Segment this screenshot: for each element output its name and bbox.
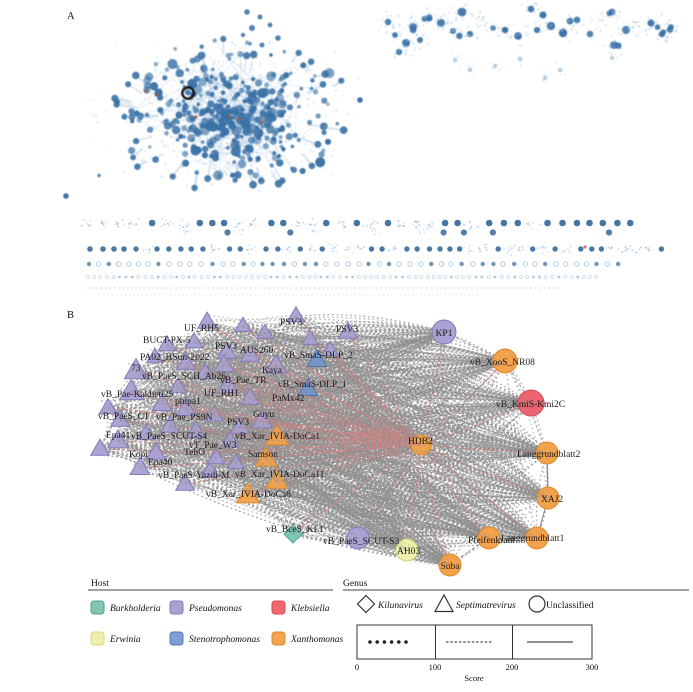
svg-text:vB_SmaS-DLP_1: vB_SmaS-DLP_1: [278, 380, 347, 390]
svg-text:Kopi: Kopi: [129, 450, 148, 460]
svg-text:Klebsiella: Klebsiella: [290, 604, 330, 614]
svg-text:vB_Xar_IVIA-DoCa11: vB_Xar_IVIA-DoCa11: [235, 470, 325, 480]
svg-text:vB_PaeS_C1: vB_PaeS_C1: [98, 412, 149, 422]
svg-text:PSV3: PSV3: [280, 318, 302, 328]
svg-text:Burkholderia: Burkholderia: [110, 604, 161, 614]
svg-text:Score: Score: [464, 673, 484, 683]
svg-text:vB_Pae_PS9N: vB_Pae_PS9N: [156, 413, 213, 423]
svg-text:Samson: Samson: [248, 450, 278, 460]
svg-text:Langgrundblatt2: Langgrundblatt2: [517, 450, 581, 460]
svg-text:vB_SmaS-DLP_2: vB_SmaS-DLP_2: [284, 351, 353, 361]
svg-text:vB_XooS_NR08: vB_XooS_NR08: [470, 358, 535, 368]
svg-text:BUCT-PX-5: BUCT-PX-5: [143, 336, 191, 346]
svg-text:XAJ2: XAJ2: [541, 495, 563, 505]
svg-text:vB_Pae-Kakheti25: vB_Pae-Kakheti25: [101, 390, 174, 400]
svg-text:Suba: Suba: [441, 562, 461, 572]
svg-text:PaMx42: PaMx42: [272, 394, 304, 404]
svg-text:300: 300: [586, 662, 599, 672]
svg-text:Septimatrevirus: Septimatrevirus: [456, 601, 516, 611]
svg-text:100: 100: [429, 662, 442, 672]
svg-text:Genus: Genus: [343, 579, 368, 589]
svg-text:vB_BceS_KL1: vB_BceS_KL1: [266, 525, 324, 535]
svg-text:UF_RH5: UF_RH5: [184, 324, 219, 334]
svg-text:AH03: AH03: [397, 547, 420, 557]
svg-text:Xanthomonas: Xanthomonas: [290, 635, 344, 645]
svg-text:Guyu: Guyu: [253, 410, 274, 420]
svg-text:vB_KmiS-Kmi2C: vB_KmiS-Kmi2C: [496, 400, 565, 410]
svg-text:Kilunavirus: Kilunavirus: [377, 601, 423, 611]
svg-text:vB_PaeS_SCUT-S3: vB_PaeS_SCUT-S3: [323, 537, 399, 547]
svg-text:UF_RH1: UF_RH1: [204, 389, 239, 399]
svg-text:TehO: TehO: [184, 448, 205, 458]
svg-text:Pfeifenkraut: Pfeifenkraut: [468, 535, 515, 546]
svg-text:200: 200: [506, 662, 519, 672]
svg-text:Epa40: Epa40: [148, 458, 173, 468]
svg-text:Unclassified: Unclassified: [546, 600, 594, 611]
svg-text:Kaya: Kaya: [262, 366, 283, 376]
svg-text:AUS260: AUS260: [240, 346, 274, 356]
svg-text:vB_PaeS_SCH_Ab26: vB_PaeS_SCH_Ab26: [142, 372, 226, 382]
svg-text:Host: Host: [91, 579, 109, 589]
svg-text:PSV3: PSV3: [227, 418, 249, 428]
svg-text:vB_Xar_IVIA-DoCa8: vB_Xar_IVIA-DoCa8: [206, 490, 291, 500]
svg-text:B: B: [67, 310, 74, 321]
svg-text:Erwinia: Erwinia: [109, 635, 141, 645]
svg-text:Stenotrophomonas: Stenotrophomonas: [189, 635, 260, 645]
svg-text:HDB2: HDB2: [408, 437, 433, 447]
svg-text:0: 0: [355, 662, 359, 672]
svg-text:vB_PaeS-Yazdi-M: vB_PaeS-Yazdi-M: [158, 471, 230, 481]
svg-text:PSV3: PSV3: [336, 325, 358, 335]
svg-text:Epa41: Epa41: [106, 431, 131, 441]
svg-text:phipa1: phipa1: [175, 397, 201, 407]
svg-text:73: 73: [131, 364, 141, 374]
svg-text:PSV3: PSV3: [215, 342, 237, 352]
svg-text:Pseudomonas: Pseudomonas: [188, 604, 242, 614]
svg-text:PA02_HSun-2022: PA02_HSun-2022: [140, 353, 210, 363]
svg-text:vB_Xar_IVIA-DoCa1: vB_Xar_IVIA-DoCa1: [235, 432, 320, 442]
svg-text:vB_Pae_TR: vB_Pae_TR: [220, 376, 267, 386]
svg-text:KP1: KP1: [436, 329, 453, 339]
svg-text:A: A: [67, 11, 75, 22]
